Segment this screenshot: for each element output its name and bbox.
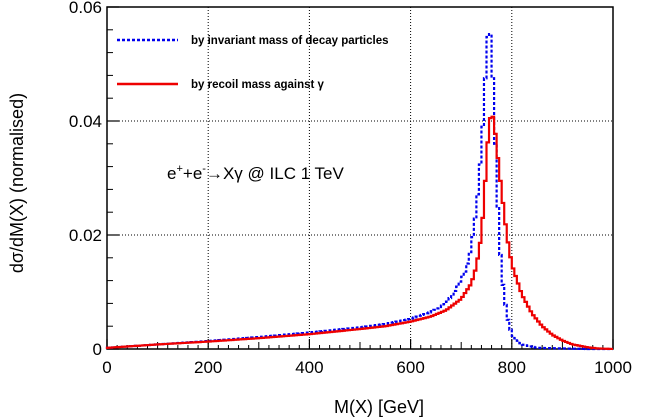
x-tick-label: 200	[194, 358, 222, 377]
x-axis-label: M(X) [GeV]	[334, 397, 424, 417]
axis-ticks: 0 200 400 600 800 1000 0 0.02 0.04 0.06	[69, 0, 632, 377]
series-line-recoil-mass	[105, 115, 613, 351]
y-tick-label: 0.02	[69, 226, 102, 245]
annot-sup-minus: -	[202, 163, 206, 175]
y-tick-label: 0.04	[69, 112, 102, 131]
y-axis-label: dσ/dM(X) (normalised)	[7, 93, 27, 273]
annot-sup-plus: +	[176, 163, 182, 175]
legend-label-recoil-mass: by recoil mass against γ	[191, 79, 325, 91]
process-annotation: e++e-→Xγ @ ILC 1 TeV	[167, 163, 345, 183]
annot-plus-e: +e	[183, 164, 202, 183]
x-tick-label: 0	[102, 358, 111, 377]
x-tick-label: 400	[295, 358, 323, 377]
y-tick-label: 0	[93, 340, 102, 359]
x-tick-label: 1000	[594, 358, 632, 377]
x-tick-label: 600	[396, 358, 424, 377]
annot-process: →Xγ @ ILC 1 TeV	[206, 164, 345, 183]
annot-e: e	[167, 164, 176, 183]
legend: by invariant mass of decay particles by r…	[117, 35, 389, 91]
legend-label-invariant-mass: by invariant mass of decay particles	[191, 35, 389, 47]
grid	[107, 7, 613, 349]
x-tick-label: 800	[498, 358, 526, 377]
y-tick-label: 0.06	[69, 0, 102, 17]
series-group	[105, 32, 613, 351]
series-line-invariant-mass	[105, 32, 613, 351]
